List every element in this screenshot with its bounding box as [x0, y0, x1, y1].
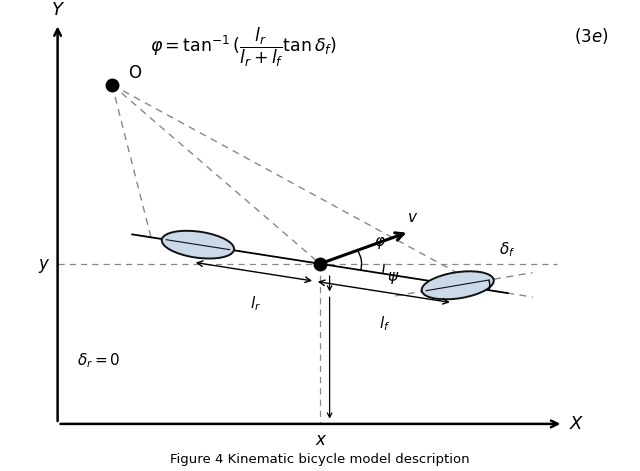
Text: $\varphi$: $\varphi$	[374, 235, 387, 251]
Ellipse shape	[422, 271, 494, 299]
Text: $\psi$: $\psi$	[387, 270, 399, 286]
Text: $l_f$: $l_f$	[380, 314, 391, 333]
Text: $\varphi = \tan^{-1}(\dfrac{l_r}{l_r+l_f}\tan\delta_f)$: $\varphi = \tan^{-1}(\dfrac{l_r}{l_r+l_f…	[150, 26, 337, 69]
Text: x: x	[315, 431, 325, 449]
Text: $v$: $v$	[407, 210, 418, 225]
Ellipse shape	[162, 231, 234, 259]
Text: $\delta_f$: $\delta_f$	[499, 241, 516, 260]
Text: $l_r$: $l_r$	[250, 294, 261, 313]
Text: O: O	[128, 65, 141, 82]
Text: Y: Y	[52, 1, 63, 19]
Text: Figure 4 Kinematic bicycle model description: Figure 4 Kinematic bicycle model descrip…	[170, 453, 470, 466]
Text: $(3e)$: $(3e)$	[573, 26, 608, 46]
Text: $\delta_r = 0$: $\delta_r = 0$	[77, 351, 120, 370]
Text: X: X	[570, 415, 582, 433]
Text: y: y	[38, 255, 48, 273]
